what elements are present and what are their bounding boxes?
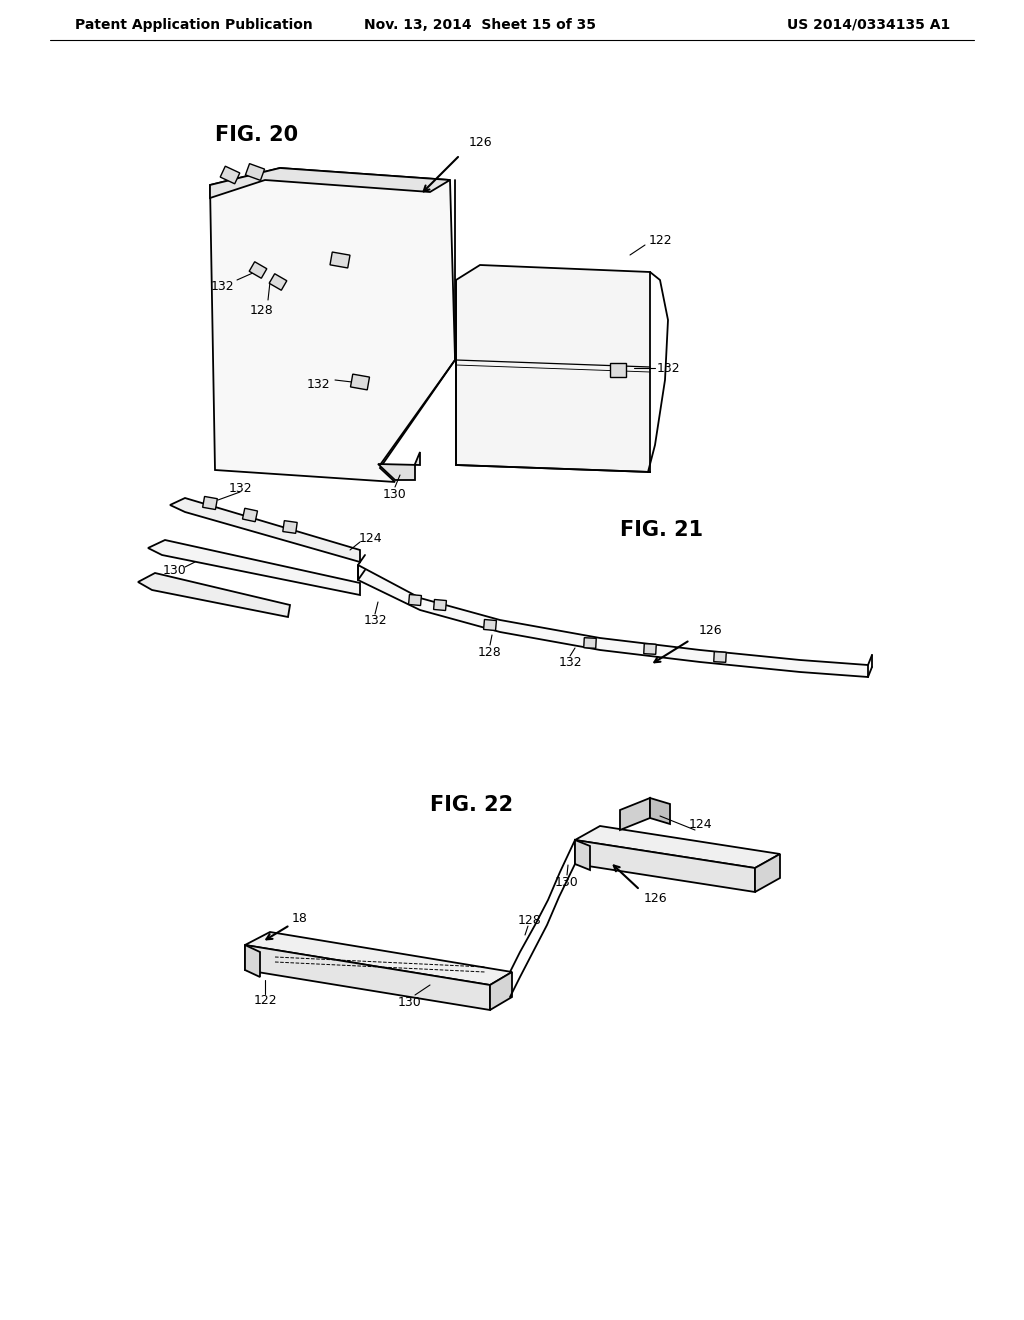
Polygon shape [138, 573, 290, 616]
FancyBboxPatch shape [203, 496, 217, 510]
Text: FIG. 21: FIG. 21 [620, 520, 703, 540]
Text: 124: 124 [688, 817, 712, 830]
Text: 132: 132 [306, 379, 330, 392]
FancyBboxPatch shape [483, 619, 497, 631]
Text: Nov. 13, 2014  Sheet 15 of 35: Nov. 13, 2014 Sheet 15 of 35 [364, 18, 596, 32]
Text: 130: 130 [555, 875, 579, 888]
Text: 130: 130 [383, 488, 407, 502]
Text: 132: 132 [558, 656, 582, 668]
Text: 128: 128 [250, 304, 273, 317]
Text: FIG. 20: FIG. 20 [215, 125, 298, 145]
Text: 126: 126 [698, 623, 722, 636]
Polygon shape [650, 799, 670, 824]
Polygon shape [378, 451, 420, 480]
Polygon shape [245, 932, 512, 985]
Text: FIG. 22: FIG. 22 [430, 795, 513, 814]
FancyBboxPatch shape [350, 374, 370, 389]
FancyBboxPatch shape [269, 273, 287, 290]
Text: 130: 130 [398, 995, 422, 1008]
Text: 132: 132 [364, 614, 387, 627]
FancyBboxPatch shape [644, 644, 656, 655]
Polygon shape [210, 168, 450, 198]
Text: 132: 132 [656, 362, 680, 375]
FancyBboxPatch shape [220, 166, 240, 183]
FancyBboxPatch shape [584, 638, 596, 648]
Polygon shape [210, 168, 455, 482]
Text: 128: 128 [518, 913, 542, 927]
Polygon shape [170, 498, 360, 562]
Polygon shape [620, 799, 650, 830]
FancyBboxPatch shape [330, 252, 350, 268]
Polygon shape [575, 840, 590, 870]
FancyBboxPatch shape [249, 261, 267, 279]
Text: 122: 122 [648, 234, 672, 247]
Text: 132: 132 [228, 482, 252, 495]
Text: 126: 126 [468, 136, 492, 149]
Polygon shape [575, 840, 755, 892]
FancyBboxPatch shape [610, 363, 626, 378]
Polygon shape [490, 972, 512, 1010]
Polygon shape [575, 826, 780, 869]
Polygon shape [245, 945, 260, 977]
FancyBboxPatch shape [243, 508, 257, 521]
FancyBboxPatch shape [246, 164, 264, 181]
Polygon shape [755, 854, 780, 892]
Polygon shape [358, 565, 868, 677]
FancyBboxPatch shape [433, 599, 446, 611]
Text: 122: 122 [253, 994, 276, 1006]
Polygon shape [456, 265, 650, 473]
Text: 18: 18 [292, 912, 308, 924]
FancyBboxPatch shape [714, 652, 726, 663]
Text: US 2014/0334135 A1: US 2014/0334135 A1 [786, 18, 950, 32]
Text: 128: 128 [478, 645, 502, 659]
FancyBboxPatch shape [409, 594, 422, 606]
Text: 124: 124 [358, 532, 382, 544]
Text: Patent Application Publication: Patent Application Publication [75, 18, 312, 32]
Polygon shape [148, 540, 360, 595]
FancyBboxPatch shape [283, 520, 297, 533]
Polygon shape [245, 945, 490, 1010]
Text: 126: 126 [643, 891, 667, 904]
Text: 130: 130 [163, 564, 186, 577]
Text: 132: 132 [210, 281, 233, 293]
